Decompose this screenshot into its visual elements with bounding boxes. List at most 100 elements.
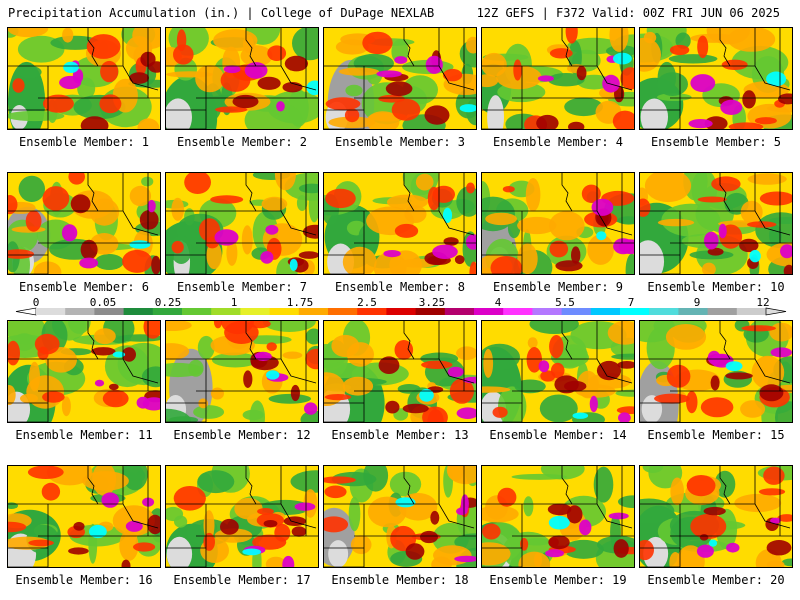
precip-map bbox=[324, 466, 476, 567]
colorbar-tick-label: 0 bbox=[33, 296, 40, 309]
colorbar-swatch bbox=[707, 308, 738, 315]
colorbar-max-arrow bbox=[765, 307, 787, 316]
colorbar-swatch bbox=[444, 308, 475, 315]
ensemble-member-map bbox=[7, 465, 161, 568]
precip-map bbox=[640, 321, 792, 422]
precip-map bbox=[482, 28, 634, 129]
colorbar-swatch bbox=[649, 308, 679, 315]
colorbar-tick-label: 3.25 bbox=[419, 296, 446, 309]
colorbar-swatch bbox=[328, 308, 358, 315]
colorbar-tick-label: 1.75 bbox=[287, 296, 314, 309]
precip-map bbox=[166, 466, 318, 567]
colorbar-swatch bbox=[211, 308, 241, 315]
ensemble-member-label: Ensemble Member: 10 bbox=[647, 280, 785, 294]
ensemble-member-label: Ensemble Member: 3 bbox=[334, 135, 466, 149]
ensemble-member-label: Ensemble Member: 2 bbox=[176, 135, 308, 149]
colorbar-swatch bbox=[152, 308, 183, 315]
ensemble-member-label: Ensemble Member: 5 bbox=[650, 135, 782, 149]
colorbar-swatch bbox=[65, 308, 95, 315]
precip-map bbox=[324, 173, 476, 274]
precip-map bbox=[8, 28, 160, 129]
colorbar-swatch bbox=[474, 308, 504, 315]
ensemble-member-map bbox=[639, 27, 793, 130]
ensemble-member-map bbox=[7, 172, 161, 275]
precip-map bbox=[482, 173, 634, 274]
precip-map bbox=[640, 173, 792, 274]
precip-map bbox=[8, 321, 160, 422]
precip-map bbox=[8, 173, 160, 274]
ensemble-member-label: Ensemble Member: 1 bbox=[18, 135, 150, 149]
ensemble-member-label: Ensemble Member: 9 bbox=[492, 280, 624, 294]
precip-map bbox=[324, 321, 476, 422]
ensemble-member-label: Ensemble Member: 8 bbox=[334, 280, 466, 294]
color-scale-bar: 0 0.05 0.25 1 1.75 2.5 3.25 4 5.5 7 9 12 bbox=[0, 296, 800, 320]
colorbar-swatch bbox=[415, 308, 446, 315]
ensemble-member-map bbox=[165, 320, 319, 423]
ensemble-member-map bbox=[323, 465, 477, 568]
precip-map bbox=[8, 466, 160, 567]
ensemble-member-map bbox=[481, 27, 635, 130]
ensemble-member-map bbox=[165, 465, 319, 568]
colorbar-swatch bbox=[269, 308, 300, 315]
colorbar-swatch bbox=[386, 308, 417, 315]
ensemble-member-label: Ensemble Member: 18 bbox=[331, 573, 469, 587]
chart-title: Precipitation Accumulation (in.) | Colle… bbox=[8, 6, 435, 20]
ensemble-member-map bbox=[7, 27, 161, 130]
colorbar-swatch bbox=[123, 308, 154, 315]
colorbar-swatch bbox=[590, 308, 621, 315]
ensemble-member-map bbox=[481, 465, 635, 568]
colorbar-tick-label: 0.05 bbox=[90, 296, 117, 309]
ensemble-member-map bbox=[639, 465, 793, 568]
colorbar-tick-label: 1 bbox=[231, 296, 238, 309]
color-scale: 0 0.05 0.25 1 1.75 2.5 3.25 4 5.5 7 9 12 bbox=[15, 296, 787, 316]
ensemble-member-map bbox=[165, 172, 319, 275]
ensemble-member-label: Ensemble Member: 17 bbox=[173, 573, 311, 587]
precip-map bbox=[166, 321, 318, 422]
colorbar-swatch bbox=[736, 308, 767, 315]
colorbar-swatch bbox=[357, 308, 387, 315]
colorbar-tick-label: 7 bbox=[628, 296, 635, 309]
precip-map bbox=[166, 28, 318, 129]
ensemble-member-label: Ensemble Member: 14 bbox=[489, 428, 627, 442]
ensemble-member-map bbox=[481, 172, 635, 275]
ensemble-member-label: Ensemble Member: 4 bbox=[492, 135, 624, 149]
precip-map bbox=[640, 28, 792, 129]
ensemble-member-label: Ensemble Member: 20 bbox=[647, 573, 785, 587]
colorbar-tick-label: 2.5 bbox=[357, 296, 377, 309]
colorbar-swatch bbox=[532, 308, 563, 315]
colorbar-swatch bbox=[503, 308, 533, 315]
ensemble-member-map bbox=[481, 320, 635, 423]
colorbar-min-arrow bbox=[15, 307, 37, 316]
colorbar-swatch bbox=[182, 308, 212, 315]
ensemble-member-map bbox=[639, 320, 793, 423]
colorbar-swatch bbox=[620, 308, 650, 315]
colorbar-swatch bbox=[678, 308, 709, 315]
precip-map bbox=[640, 466, 792, 567]
colorbar-swatch bbox=[240, 308, 271, 315]
ensemble-member-label: Ensemble Member: 19 bbox=[489, 573, 627, 587]
ensemble-member-label: Ensemble Member: 7 bbox=[176, 280, 308, 294]
colorbar-swatch bbox=[298, 308, 329, 315]
precip-map bbox=[482, 466, 634, 567]
colorbar-tick-label: 5.5 bbox=[555, 296, 575, 309]
model-run-info: 12Z GEFS | F372 Valid: 00Z FRI JUN 06 20… bbox=[476, 6, 780, 20]
colorbar-tick-label: 4 bbox=[495, 296, 502, 309]
ensemble-member-label: Ensemble Member: 15 bbox=[647, 428, 785, 442]
ensemble-member-map bbox=[7, 320, 161, 423]
precip-map bbox=[324, 28, 476, 129]
colorbar-swatch bbox=[561, 308, 592, 315]
ensemble-member-map bbox=[639, 172, 793, 275]
colorbar-tick-label: 12 bbox=[756, 296, 769, 309]
ensemble-member-label: Ensemble Member: 11 bbox=[15, 428, 153, 442]
ensemble-member-label: Ensemble Member: 12 bbox=[173, 428, 311, 442]
ensemble-member-label: Ensemble Member: 16 bbox=[15, 573, 153, 587]
colorbar-swatch bbox=[94, 308, 125, 315]
precip-map bbox=[482, 321, 634, 422]
ensemble-member-map bbox=[323, 172, 477, 275]
ensemble-member-label: Ensemble Member: 13 bbox=[331, 428, 469, 442]
ensemble-member-label: Ensemble Member: 6 bbox=[18, 280, 150, 294]
colorbar-tick-label: 9 bbox=[694, 296, 701, 309]
ensemble-member-map bbox=[323, 320, 477, 423]
ensemble-member-map bbox=[165, 27, 319, 130]
precip-map bbox=[166, 173, 318, 274]
